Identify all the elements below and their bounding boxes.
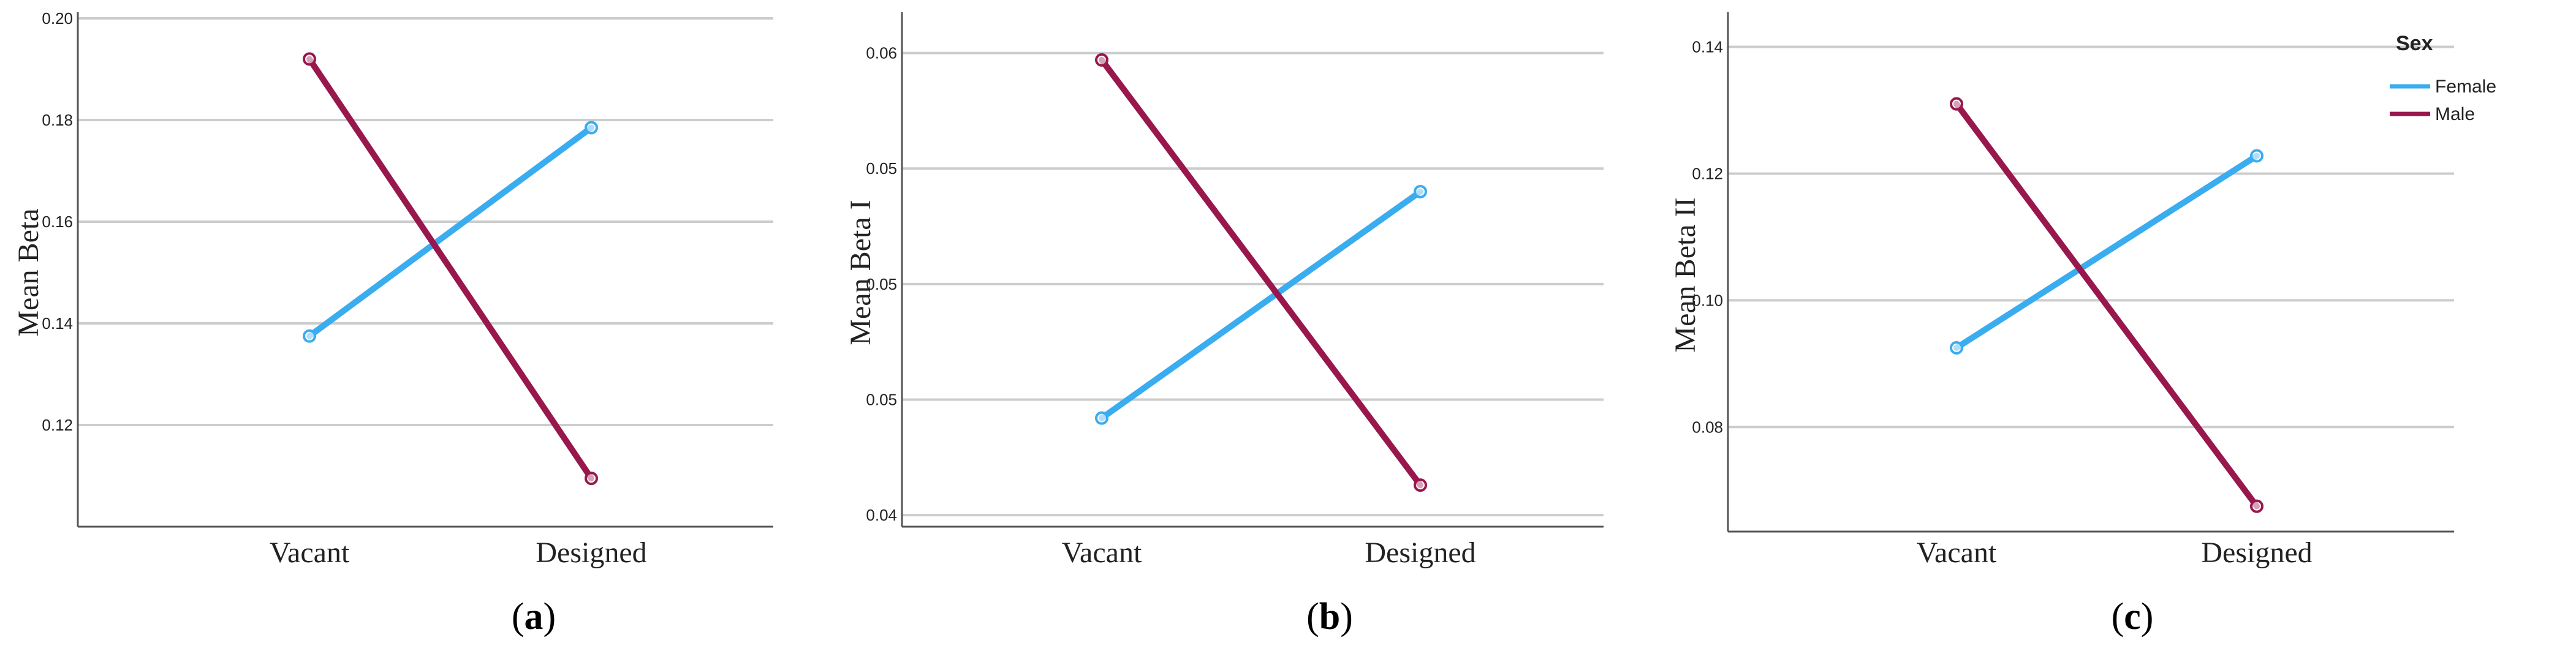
data-point-male-designed bbox=[585, 472, 598, 486]
data-point-female-designed bbox=[1414, 184, 1427, 198]
legend-label-female: Female bbox=[2435, 77, 2496, 97]
x-category-label-vacant: Vacant bbox=[1062, 536, 1142, 569]
y-axis-label: Mean Beta II bbox=[1669, 197, 1702, 352]
y-tick-label: 0.18 bbox=[42, 111, 73, 129]
y-tick-label: 0.05 bbox=[866, 159, 897, 178]
series-line-male bbox=[306, 56, 594, 482]
x-category-label-vacant: Vacant bbox=[1917, 536, 1997, 569]
y-tick-label: 0.16 bbox=[42, 213, 73, 231]
y-tick-label: 0.05 bbox=[866, 391, 897, 409]
series-line-female bbox=[306, 124, 594, 339]
data-point-male-vacant bbox=[1950, 97, 1963, 111]
panel-caption: (b) bbox=[1306, 596, 1353, 638]
y-axis-label: Mean Beta I bbox=[844, 200, 877, 345]
panel-caption: (c) bbox=[2112, 596, 2154, 638]
y-tick-label: 0.04 bbox=[866, 506, 897, 524]
x-category-label-designed: Designed bbox=[1365, 536, 1476, 569]
y-tick-label: 0.12 bbox=[42, 416, 73, 434]
data-point-male-designed bbox=[2250, 499, 2263, 513]
y-axis-label: Mean Beta bbox=[12, 208, 45, 336]
chart-panel-b: 0.06 0.05 0.05 0.05 0.04 Mean Beta I Vacant Des… bbox=[844, 12, 1604, 638]
y-tick-label: 0.08 bbox=[1692, 418, 1723, 436]
y-tick-label: 0.14 bbox=[1692, 38, 1723, 56]
legend: Sex Female Male bbox=[2390, 32, 2496, 124]
data-point-female-designed bbox=[585, 121, 598, 135]
chart-panel-a: 0.20 0.18 0.16 0.14 0.12 Mean Beta Vacant Desig… bbox=[12, 9, 773, 638]
y-tick-label: 0.10 bbox=[1692, 291, 1723, 309]
series-line-male bbox=[1953, 100, 2260, 510]
x-category-label-vacant: Vacant bbox=[270, 536, 350, 569]
data-point-female-designed bbox=[2250, 149, 2263, 163]
data-point-female-vacant bbox=[1095, 411, 1108, 425]
y-tick-label: 0.06 bbox=[866, 44, 897, 62]
y-tick-label: 0.20 bbox=[42, 9, 73, 28]
x-category-label-designed: Designed bbox=[2201, 536, 2312, 569]
chart-panel-c: 0.14 0.12 0.10 0.08 Mean Beta II Vacant Design… bbox=[1669, 12, 2454, 638]
data-point-male-vacant bbox=[1095, 53, 1108, 67]
legend-label-male: Male bbox=[2435, 104, 2475, 124]
data-point-female-vacant bbox=[303, 329, 316, 343]
series-line-female bbox=[1099, 188, 1423, 421]
series-line-male bbox=[1099, 56, 1423, 489]
panel-caption: (a) bbox=[512, 596, 556, 638]
series-line-female bbox=[1953, 152, 2260, 351]
y-tick-label: 0.12 bbox=[1692, 164, 1723, 183]
y-tick-label: 0.14 bbox=[42, 314, 73, 333]
legend-title: Sex bbox=[2396, 32, 2433, 55]
y-tick-label: 0.05 bbox=[866, 275, 897, 293]
data-point-female-vacant bbox=[1950, 341, 1963, 355]
data-point-male-vacant bbox=[303, 52, 316, 66]
data-point-male-designed bbox=[1414, 478, 1427, 492]
x-category-label-designed: Designed bbox=[536, 536, 646, 569]
